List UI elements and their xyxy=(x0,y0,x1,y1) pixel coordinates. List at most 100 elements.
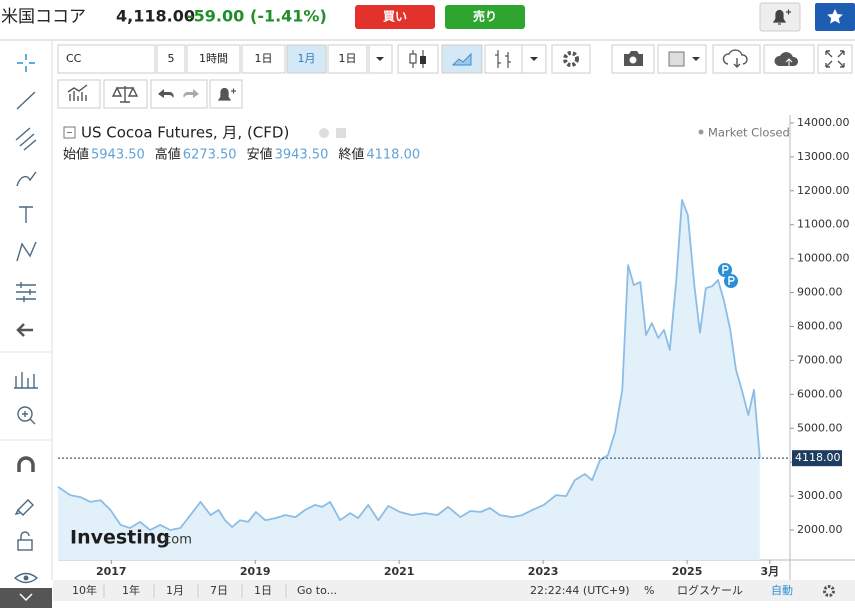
pattern-tool[interactable] xyxy=(16,241,37,262)
interval-button[interactable] xyxy=(156,44,186,74)
stay-drawing-tool[interactable] xyxy=(14,499,34,516)
magnet-tool[interactable] xyxy=(17,456,35,472)
area-button[interactable] xyxy=(441,44,483,74)
cloud-upload-icon xyxy=(774,52,799,66)
collapse-button[interactable] xyxy=(0,588,52,608)
watermark-brand: Investing xyxy=(70,527,170,549)
x-tick-label: 3月 xyxy=(761,565,780,578)
percent-toggle[interactable]: % xyxy=(644,584,654,597)
interval-button[interactable] xyxy=(186,44,241,74)
fullscreen-button[interactable] xyxy=(817,44,853,74)
symbol-input-label[interactable]: CC xyxy=(66,52,82,65)
star-icon xyxy=(827,9,843,24)
footer-settings[interactable] xyxy=(823,585,835,597)
goto-button[interactable]: Go to... xyxy=(297,584,337,597)
interval-button-label[interactable]: 1時間 xyxy=(199,52,228,65)
buy-button[interactable] xyxy=(355,5,435,29)
undo-icon xyxy=(158,89,174,98)
ohlc-legend: 始値 5943.50 高値 6273.50 安値 3943.50 終値 4118.00 xyxy=(63,147,420,163)
prediction-tool[interactable] xyxy=(16,282,36,302)
range-button[interactable]: 7日 xyxy=(210,584,228,597)
ohlc-label: 終値 xyxy=(338,147,364,163)
lock-tool[interactable] xyxy=(20,531,30,540)
measure-tool[interactable] xyxy=(14,372,38,389)
y-tick-label: 12000.00 xyxy=(797,184,850,197)
range-button[interactable]: 1年 xyxy=(122,583,140,597)
toolbar: CC 5 1時間 1日 1月 1日 xyxy=(57,44,853,109)
bar-button[interactable] xyxy=(484,44,523,74)
log-scale-toggle[interactable]: ログスケール xyxy=(677,583,743,597)
symbol-input[interactable] xyxy=(57,44,156,74)
footer-bar xyxy=(53,580,855,601)
range-button[interactable]: 1日 xyxy=(254,584,272,597)
crosshair-tool[interactable] xyxy=(17,54,35,72)
watermark-domain: .com xyxy=(160,533,192,548)
interval-button-label[interactable]: 1日 xyxy=(339,52,357,65)
ohlc-value: 3943.50 xyxy=(275,148,329,163)
visibility-icon[interactable] xyxy=(319,128,329,138)
fib-tool[interactable] xyxy=(15,127,37,151)
ohlc-label: 安値 xyxy=(247,147,273,163)
range-button[interactable]: 10年 xyxy=(72,583,97,597)
y-tick-label: 3000.00 xyxy=(797,489,843,502)
ohlc-label: 始値 xyxy=(63,147,89,163)
cloud-upload-icon xyxy=(785,58,793,67)
alert-icon xyxy=(772,9,791,25)
x-tick-label: 2017 xyxy=(96,565,127,578)
redo-icon xyxy=(183,89,199,98)
buy-label[interactable]: 買い xyxy=(383,10,407,24)
caret xyxy=(530,57,538,61)
lock-tool[interactable] xyxy=(17,539,33,551)
interval-button-label[interactable]: 5 xyxy=(168,52,175,65)
interval-button[interactable] xyxy=(241,44,286,74)
brush-tool[interactable] xyxy=(16,171,37,187)
ohlc-label: 高値 xyxy=(155,147,181,163)
ohlc-value: 4118.00 xyxy=(366,148,420,163)
candle-icon xyxy=(420,56,426,64)
gear-icon xyxy=(563,51,579,67)
interval-button[interactable] xyxy=(286,44,327,74)
clock: 22:22:44 (UTC+9) xyxy=(530,584,630,597)
visibility-tool[interactable] xyxy=(13,572,39,584)
scale-icon xyxy=(111,86,139,103)
event-marker-icon xyxy=(722,265,735,285)
indicators-icon xyxy=(67,84,88,101)
chart xyxy=(57,199,761,560)
zoom-tool[interactable] xyxy=(17,406,33,422)
range-button[interactable]: 1月 xyxy=(166,584,184,597)
sell-button[interactable] xyxy=(445,5,525,29)
remove-tool[interactable] xyxy=(16,323,33,337)
y-tick-label: 5000.00 xyxy=(797,421,843,434)
y-tick-label: 13000.00 xyxy=(797,150,850,163)
y-tick-label: 11000.00 xyxy=(797,218,850,231)
settings-button[interactable] xyxy=(551,44,591,74)
chart-title: US Cocoa Futures, 月, (CFD) xyxy=(81,124,289,142)
alert-icon xyxy=(217,87,236,101)
auto-scale-toggle[interactable]: 自動 xyxy=(771,583,793,597)
y-tick-label: 9000.00 xyxy=(797,286,843,299)
interval-button-label[interactable]: 1日 xyxy=(255,52,273,65)
visibility-tool xyxy=(23,575,29,581)
settings-icon[interactable] xyxy=(336,128,346,138)
candle-icon xyxy=(409,53,417,64)
interval-button[interactable] xyxy=(327,44,368,74)
candle-button[interactable] xyxy=(397,44,439,74)
interval-button-label[interactable]: 1月 xyxy=(298,52,316,65)
y-tick-label: 6000.00 xyxy=(797,387,843,400)
zoom-tool[interactable] xyxy=(22,411,36,425)
y-tick-label: 10000.00 xyxy=(797,252,850,265)
x-tick-label: 2025 xyxy=(672,565,703,578)
x-tick-label: 2019 xyxy=(240,565,271,578)
camera-icon xyxy=(629,56,637,64)
y-tick-label: 8000.00 xyxy=(797,319,843,332)
instrument-name: 米国ココア xyxy=(1,7,86,27)
price-change: -59.00 xyxy=(187,7,244,26)
ohlc-value: 5943.50 xyxy=(91,148,145,163)
text-tool[interactable] xyxy=(19,206,33,223)
fullscreen-icon xyxy=(825,50,845,68)
trend-line-tool[interactable] xyxy=(16,91,36,110)
color-swatch xyxy=(668,51,685,67)
indicators-button[interactable] xyxy=(57,79,101,109)
sell-label[interactable]: 売り xyxy=(473,9,497,24)
